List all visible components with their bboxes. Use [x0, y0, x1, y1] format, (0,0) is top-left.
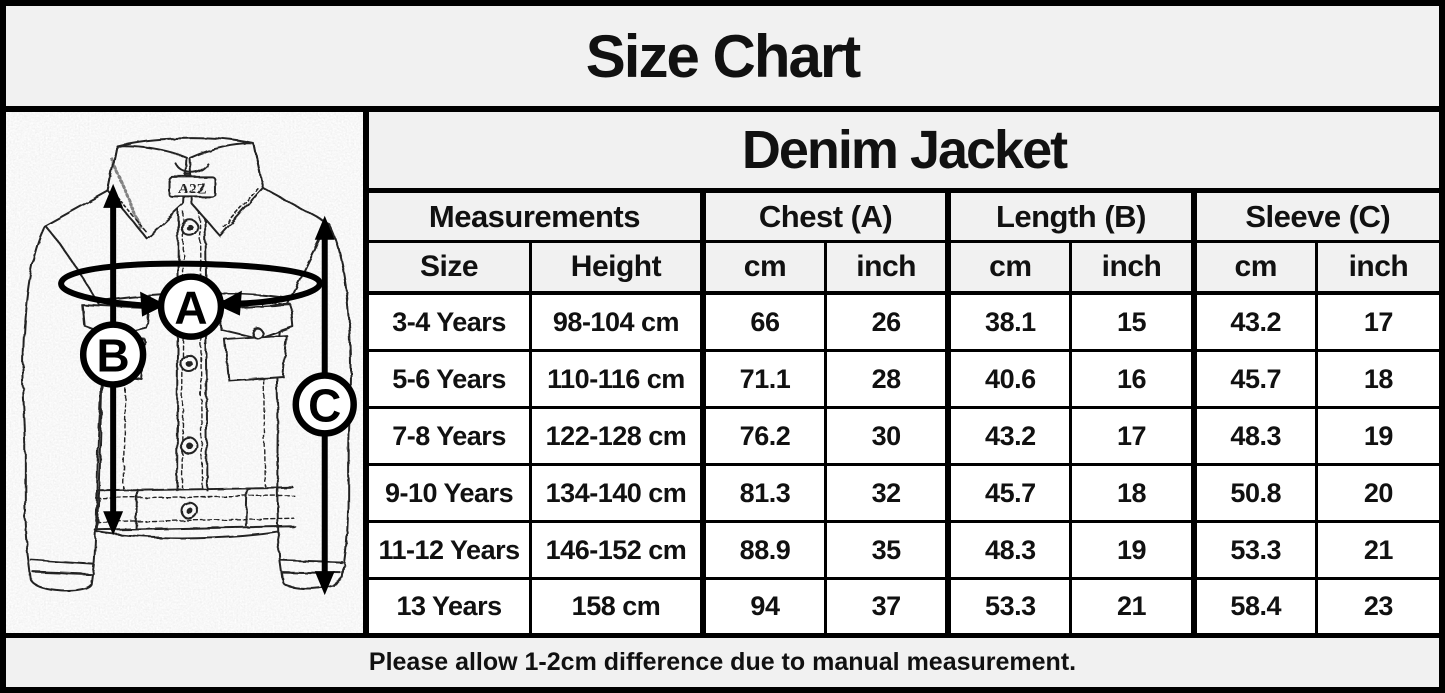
column-header-length-cm: cm: [945, 240, 1073, 295]
table-cell: 23: [1314, 577, 1439, 633]
table-cell: 110-116 cm: [529, 349, 705, 410]
sleeve-marker-letter: C: [308, 379, 341, 431]
table-cell: 50.8: [1190, 463, 1318, 524]
footer-note-bar: Please allow 1-2cm difference due to man…: [6, 633, 1439, 687]
measurement-annotations: A B C: [58, 183, 357, 596]
table-cell: 146-152 cm: [529, 520, 705, 581]
table-cell: 18: [1069, 463, 1196, 524]
group-header-sleeve: Sleeve (C): [1190, 193, 1439, 243]
table-cell: 48.3: [1190, 406, 1318, 467]
footer-note: Please allow 1-2cm difference due to man…: [368, 648, 1077, 676]
table-cell: 122-128 cm: [529, 406, 705, 467]
table-cell: 38.1: [945, 291, 1073, 353]
column-header-length-inch: inch: [1069, 240, 1196, 295]
chest-arrow: [58, 260, 323, 317]
table-cell: 17: [1069, 406, 1196, 467]
table-cell: 76.2: [699, 406, 828, 467]
sleeve-marker: C: [292, 372, 357, 437]
title-bar: Size Chart: [6, 6, 1439, 112]
product-title: Denim Jacket: [369, 112, 1439, 193]
table-cell: 21: [1314, 520, 1439, 581]
group-header-measurements: Measurements: [369, 193, 705, 243]
table-cell: 88.9: [699, 520, 828, 581]
table-cell: 81.3: [699, 463, 828, 524]
table-cell: 40.6: [945, 349, 1073, 410]
table-cell: 158 cm: [529, 577, 705, 633]
table-cell: 7-8 Years: [369, 406, 533, 467]
table-cell: 53.3: [1190, 520, 1318, 581]
group-header-chest: Chest (A): [699, 193, 950, 243]
table-cell: 3-4 Years: [369, 291, 533, 353]
table-cell: 35: [824, 520, 950, 581]
column-header-row: Size Height cm inch cm inch cm inch: [369, 240, 1439, 295]
table-cell: 9-10 Years: [369, 463, 533, 524]
table-row: 11-12 Years 146-152 cm 88.9 35 48.3 19 53.3 21: [369, 520, 1439, 581]
table-cell: 21: [1069, 577, 1196, 633]
table-cell: 32: [824, 463, 950, 524]
table-cell: 18: [1314, 349, 1439, 410]
group-header-length: Length (B): [945, 193, 1196, 243]
chest-marker-letter: A: [174, 282, 207, 334]
size-table-wrap: Measurements Chest (A) Length (B) Sleeve…: [369, 193, 1439, 633]
table-cell: 134-140 cm: [529, 463, 705, 524]
table-cell: 16: [1069, 349, 1196, 410]
size-table: Measurements Chest (A) Length (B) Sleeve…: [369, 193, 1439, 633]
table-cell: 37: [824, 577, 950, 633]
length-marker: B: [79, 321, 147, 388]
table-row: 5-6 Years 110-116 cm 71.1 28 40.6 16 45.7 18: [369, 349, 1439, 410]
table-cell: 30: [824, 406, 950, 467]
column-header-size: Size: [369, 240, 533, 295]
table-cell: 19: [1069, 520, 1196, 581]
chest-marker: A: [157, 273, 225, 340]
table-cell: 26: [824, 291, 950, 353]
table-cell: 71.1: [699, 349, 828, 410]
table-cell: 48.3: [945, 520, 1073, 581]
table-cell: 45.7: [945, 463, 1073, 524]
group-header-row: Measurements Chest (A) Length (B) Sleeve…: [369, 193, 1439, 243]
table-cell: 5-6 Years: [369, 349, 533, 410]
table-row: 13 Years 158 cm 94 37 53.3 21 58.4 23: [369, 577, 1439, 633]
table-cell: 53.3: [945, 577, 1073, 633]
table-cell: 17: [1314, 291, 1439, 353]
column-header-chest-cm: cm: [699, 240, 828, 295]
table-cell: 98-104 cm: [529, 291, 705, 353]
table-cell: 11-12 Years: [369, 520, 533, 581]
table-cell: 28: [824, 349, 950, 410]
size-table-body: 3-4 Years 98-104 cm 66 26 38.1 15 43.2 17 5-6 Ye…: [369, 291, 1439, 633]
table-row: 9-10 Years 134-140 cm 81.3 32 45.7 18 50.8 20: [369, 463, 1439, 524]
table-row: 7-8 Years 122-128 cm 76.2 30 43.2 17 48.3 19: [369, 406, 1439, 467]
table-cell: 58.4: [1190, 577, 1318, 633]
size-table-head: Measurements Chest (A) Length (B) Sleeve…: [369, 193, 1439, 295]
table-cell: 19: [1314, 406, 1439, 467]
table-cell: 15: [1069, 291, 1196, 353]
table-cell: 20: [1314, 463, 1439, 524]
jacket-diagram-panel: A2Z: [6, 112, 369, 633]
table-cell: 13 Years: [369, 577, 533, 633]
table-row: 3-4 Years 98-104 cm 66 26 38.1 15 43.2 17: [369, 291, 1439, 353]
jacket-illustration: A2Z: [10, 125, 358, 606]
column-header-height: Height: [529, 240, 705, 295]
column-header-sleeve-cm: cm: [1190, 240, 1318, 295]
table-cell: 94: [699, 577, 828, 633]
sketch-texture: [10, 125, 358, 606]
column-header-chest-inch: inch: [824, 240, 950, 295]
table-cell: 43.2: [945, 406, 1073, 467]
page-title: Size Chart: [585, 22, 861, 90]
table-cell: 66: [699, 291, 828, 353]
table-cell: 43.2: [1190, 291, 1318, 353]
size-table-panel: Denim Jacket Measurements Chest (A) Leng…: [369, 112, 1439, 633]
table-cell: 45.7: [1190, 349, 1318, 410]
length-marker-letter: B: [97, 330, 130, 382]
column-header-sleeve-inch: inch: [1314, 240, 1439, 295]
content-area: A2Z: [6, 112, 1439, 633]
